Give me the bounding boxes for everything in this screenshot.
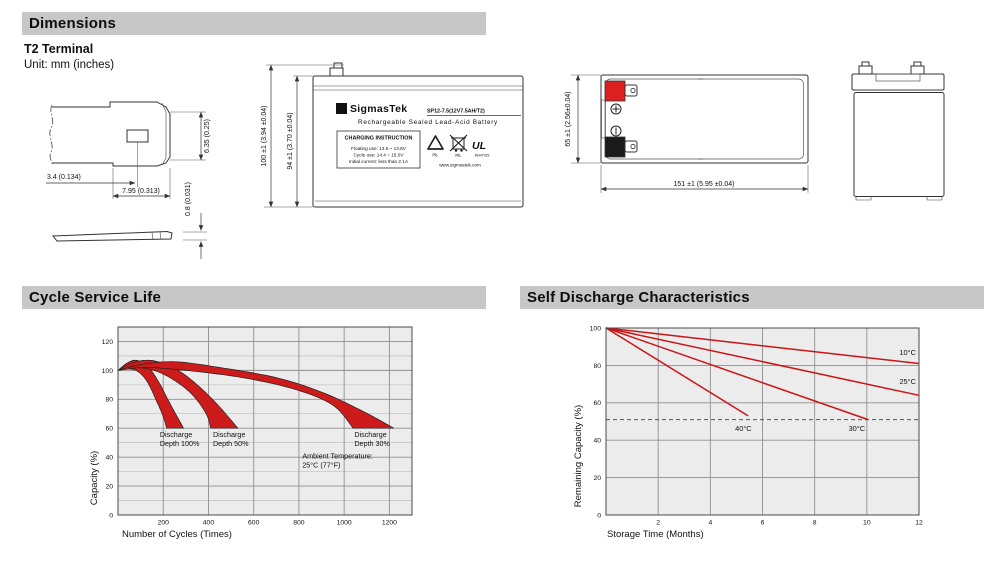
chart-annotation: Depth 30% [354,439,390,448]
positive-terminal-red [604,80,626,102]
terminal-type-title: T2 Terminal [24,42,94,56]
break-line [49,104,54,166]
crossed-bin-icon: Pb. [449,134,468,158]
plus-in-circle-icon [610,103,622,115]
chart-annotation: Discharge [213,430,245,439]
battery-type-line: Rechargeable Sealed Lead-Acid Battery [358,119,498,126]
model-number: SP12-7.5(12V7.5AH/T2) [427,109,485,115]
chart-annotation: Depth 50% [213,439,249,448]
battery-label: Σ SigmasTek SP12-7.5(12V7.5AH/T2) Rechar… [336,103,521,169]
charging-instruction-box [336,130,421,169]
series-label: 10°C [899,348,916,357]
chart-annotation: Discharge [354,430,386,439]
ul-certification-icon: UL MH47929 [472,140,489,158]
dimensions-figure: 3.4 (0.134) 7.95 (0.313) 6.35 (0.25) 0.8… [46,61,945,259]
band-discharge-depth-30- [117,361,395,429]
section-title-cycle-life: Cycle Service Life [29,289,162,306]
dim-label-length: 151 ±1 (5.95 ±0.04) [673,181,734,188]
section-title-dimensions: Dimensions [29,15,117,32]
dim-label-tab-thickness: 0.8 (0.031) [185,182,192,216]
x-tick-label: 1200 [382,520,397,527]
charging-line-2: Cycle use: 14.4 ~ 15.0V [354,153,405,158]
unit-note: Unit: mm (inches) [24,59,115,71]
y-tick-label: 40 [593,438,601,445]
y-tick-label: 80 [593,363,601,370]
dim-label-case-height: 94 ±1 (3.70 ±0.04) [287,112,294,169]
self-xaxis-title: Storage Time (Months) [607,529,704,540]
x-tick-label: 2 [656,520,660,527]
front-terminal-tab [329,67,344,77]
y-tick-label: 100 [590,325,602,332]
negative-terminal-black [604,136,626,158]
section-title-self-discharge: Self Discharge Characteristics [527,289,750,306]
dim-label-tab-width: 6.35 (0.25) [204,119,211,153]
dim-label-tab-length: 7.95 (0.313) [122,188,160,195]
terminal-hole [126,129,149,143]
section-header-cycle-life: Cycle Service Life [22,286,486,309]
chart-annotation: Depth 100% [160,439,200,448]
y-tick-label: 100 [102,368,114,375]
x-tick-label: 12 [915,520,923,527]
chart-annotation: Discharge [160,430,192,439]
x-tick-label: 200 [158,520,170,527]
y-tick-label: 20 [593,475,601,482]
y-tick-label: 20 [105,483,113,490]
y-tick-label: 0 [109,512,113,519]
series-line-30-C [605,327,869,421]
recycle-pb-icon: Pb. [427,135,444,158]
series-line-25-C [605,327,920,397]
x-tick-label: 400 [203,520,215,527]
section-header-self-discharge: Self Discharge Characteristics [520,286,984,309]
chart-annotation: 25°C (77°F) [302,461,340,470]
x-tick-label: 10 [863,520,871,527]
series-label: 40°C [735,424,752,433]
y-tick-label: 60 [105,426,113,433]
band-discharge-depth-50- [117,359,239,429]
x-tick-label: 800 [293,520,305,527]
section-header-dimensions: Dimensions [22,12,486,35]
battery-front-view: Σ SigmasTek SP12-7.5(12V7.5AH/T2) Rechar… [261,62,524,208]
recycle-pb-label: Pb. [432,153,438,158]
y-tick-label: 60 [593,400,601,407]
ul-mark: UL [472,140,486,152]
dim-label-hole-offset: 3.4 (0.134) [47,174,81,181]
minus-in-circle-icon [610,125,622,137]
charging-title: CHARGING INSTRUCTION [345,136,413,142]
bin-pb-label: Pb. [455,153,461,158]
series-label: 25°C [899,377,916,386]
charging-line-3: Initial current: less than 2.1A [349,159,409,164]
x-tick-label: 4 [708,520,712,527]
ul-code: MH47929 [475,154,490,158]
cycle-yaxis-title: Capacity (%) [89,451,100,505]
series-label: 30°C [849,424,866,433]
brand-logo-icon [336,103,347,114]
brand-name: SigmasTek [350,103,407,115]
self-discharge-chart: 10°C 25°C 30°C 40°C 2 4 6 8 10 12 0 20 40 60 80 100 [590,325,923,526]
x-tick-label: 6 [761,520,765,527]
series-line-10-C [605,327,920,365]
y-tick-label: 120 [102,339,114,346]
y-tick-label: 80 [105,397,113,404]
series-line-40-C [605,327,749,417]
x-tick-label: 600 [248,520,260,527]
terminal-detail-drawing: 3.4 (0.134) 7.95 (0.313) 6.35 (0.25) 0.8… [46,101,211,259]
dim-label-total-height: 100 ±1 (3.94 ±0.04) [261,105,268,166]
chart-annotation: Ambient Temperature: [302,452,373,461]
battery-side-view [851,61,945,201]
band-discharge-depth-100- [116,359,185,429]
brand-logo-glyph: Σ [339,104,344,114]
y-tick-label: 0 [597,512,601,519]
battery-top-view: 65 ±1 (2.56±0.04) 151 ±1 (5.95 ±0.04) [565,74,809,193]
charging-line-1: Floating use: 13.5 ~ 13.8V [351,146,407,151]
y-tick-label: 40 [105,455,113,462]
dim-label-depth: 65 ±1 (2.56±0.04) [565,91,572,146]
self-yaxis-title: Remaining Capacity (%) [573,405,584,507]
cycle-xaxis-title: Number of Cycles (Times) [122,529,232,540]
website-text: www.sigmastek.com [439,163,481,168]
terminal-side-profile [51,230,173,242]
x-tick-label: 1000 [337,520,352,527]
x-tick-label: 8 [813,520,817,527]
